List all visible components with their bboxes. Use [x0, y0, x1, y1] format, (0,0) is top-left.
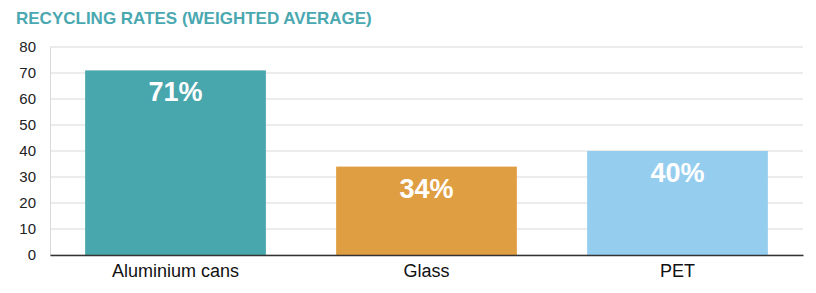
x-tick-label: PET [660, 261, 695, 281]
x-tick: Aluminium cans [112, 255, 239, 281]
chart-container: RECYCLING RATES (WEIGHTED AVERAGE) 0 10 20 3… [0, 0, 816, 293]
x-tick: Glass [403, 255, 449, 281]
y-tick: 10 [19, 220, 50, 237]
y-tick: 40 [19, 142, 50, 159]
x-axis: Aluminium cans Glass PET [51, 255, 804, 281]
x-tick-label: Aluminium cans [112, 261, 239, 281]
y-tick: 70 [19, 64, 50, 81]
y-tick-label: 70 [19, 64, 36, 81]
y-tick-label: 30 [19, 168, 36, 185]
x-tick: PET [660, 255, 695, 281]
y-tick: 80 [19, 38, 50, 55]
x-axis-line [51, 255, 804, 257]
x-tick-label: Glass [403, 261, 449, 281]
y-tick: 20 [19, 194, 50, 211]
y-tick-label: 50 [19, 116, 36, 133]
chart-svg: RECYCLING RATES (WEIGHTED AVERAGE) 0 10 20 3… [0, 0, 816, 293]
chart-title: RECYCLING RATES (WEIGHTED AVERAGE) [16, 9, 372, 28]
y-axis-line [50, 48, 51, 256]
grid [50, 47, 803, 255]
bar [587, 151, 768, 255]
y-tick: 50 [19, 116, 50, 133]
y-axis: 0 10 20 30 40 50 60 70 80 [19, 38, 50, 263]
bar [336, 167, 517, 255]
data-label: 40% [650, 158, 704, 188]
y-tick-label: 10 [19, 220, 36, 237]
bar [85, 70, 266, 255]
y-tick-label: 0 [28, 246, 36, 263]
data-label: 34% [399, 174, 453, 204]
bars [85, 70, 768, 255]
y-tick: 30 [19, 168, 50, 185]
y-tick: 0 [28, 246, 50, 263]
grid-line [50, 47, 803, 48]
data-labels: 71% 34% 40% [148, 77, 704, 203]
y-tick-label: 60 [19, 90, 36, 107]
y-tick-label: 20 [19, 194, 36, 211]
data-label: 71% [148, 77, 202, 107]
y-tick-label: 40 [19, 142, 36, 159]
y-tick: 60 [19, 90, 50, 107]
y-tick-label: 80 [19, 38, 36, 55]
